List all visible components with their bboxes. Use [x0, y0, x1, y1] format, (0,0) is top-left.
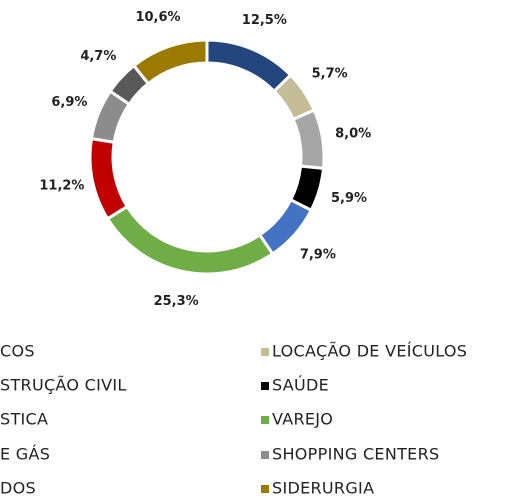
- value-label: 5,7%: [312, 67, 348, 82]
- legend-marker: [261, 451, 269, 459]
- value-label: 10,6%: [135, 10, 180, 25]
- donut-segment: [205, 38, 293, 94]
- donut-segment: [88, 136, 130, 221]
- donut-segment: [131, 38, 209, 86]
- legend-marker: [261, 382, 269, 390]
- donut-segment: [105, 204, 275, 276]
- legend-label: SHOPPING CENTERS: [272, 445, 439, 464]
- legend-label: LOCAÇÃO DE VEÍCULOS: [272, 342, 467, 361]
- legend-label: STRUÇÃO CIVIL: [0, 376, 127, 395]
- value-label: 4,7%: [80, 49, 116, 64]
- value-label: 5,9%: [331, 191, 367, 206]
- value-label: 8,0%: [335, 126, 371, 141]
- value-label: 25,3%: [154, 294, 199, 309]
- donut-segment: [291, 108, 326, 170]
- legend-label: SAÚDE: [272, 376, 329, 395]
- legend-label: E GÁS: [0, 445, 50, 464]
- legend-label: COS: [0, 342, 35, 361]
- legend-label: VAREJO: [272, 410, 333, 429]
- value-label: 12,5%: [242, 13, 287, 28]
- legend-label: STICA: [0, 410, 48, 429]
- legend-marker: [261, 416, 269, 424]
- value-label: 11,2%: [39, 179, 84, 194]
- legend-marker: [261, 485, 269, 493]
- value-label: 7,9%: [300, 248, 336, 263]
- legend-marker: [261, 348, 269, 356]
- legend-label: SIDERURGIA: [272, 479, 374, 498]
- legend-label: DOS: [0, 479, 36, 498]
- value-label: 6,9%: [51, 95, 87, 110]
